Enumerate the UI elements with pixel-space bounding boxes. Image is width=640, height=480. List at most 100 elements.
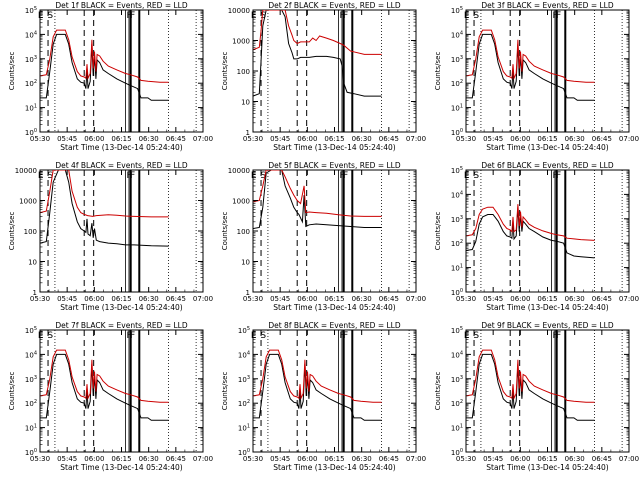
x-tick-label: 06:30 [565, 295, 585, 303]
series-line-lld [40, 349, 169, 403]
series-line-events [253, 170, 382, 230]
marker-label-F: F [553, 331, 558, 341]
x-tick-label: 06:30 [352, 295, 372, 303]
chart-title: Det 1f BLACK = Events, RED = LLD [55, 1, 188, 10]
y-tick-label: 103 [25, 375, 37, 384]
y-tick-label: 100 [238, 448, 250, 457]
x-tick-label: 05:45 [57, 455, 77, 463]
marker-label-F: F [130, 171, 135, 181]
y-axis-label: Counts/sec [8, 212, 16, 251]
plot-frame [39, 9, 204, 133]
y-tick-label: 105 [238, 326, 250, 335]
x-tick-label: 07:00 [193, 455, 213, 463]
series-line-events [466, 33, 595, 101]
x-tick-label: 05:30 [456, 455, 476, 463]
x-tick-label: 06:00 [84, 135, 104, 143]
x-tick-label: 05:45 [270, 455, 290, 463]
x-tick-label: 06:45 [592, 455, 612, 463]
y-tick-label: 100 [25, 448, 37, 457]
x-axis-label: Start Time (13-Dec-14 05:24:40) [486, 303, 608, 312]
y-tick-label: 102 [238, 399, 250, 408]
y-tick-label: 100 [237, 68, 250, 76]
series-line-lld [253, 170, 382, 217]
marker-label-S: S [260, 11, 266, 21]
y-axis-label: Counts/sec [434, 212, 442, 251]
marker-label-S: S [47, 11, 53, 21]
marker-label-E: E [38, 171, 44, 181]
y-tick-label: 101 [25, 424, 37, 433]
x-tick-label: 06:45 [166, 295, 186, 303]
y-tick-label: 102 [25, 399, 37, 408]
x-tick-label: 07:00 [619, 455, 639, 463]
x-tick-label: 06:15 [111, 295, 131, 303]
x-tick-label: 05:30 [456, 135, 476, 143]
marker-label-F: F [127, 171, 132, 181]
x-tick-label: 05:30 [30, 295, 50, 303]
marker-label-F: F [127, 331, 132, 341]
plot-frame [465, 9, 630, 133]
x-tick-label: 06:00 [297, 135, 317, 143]
x-tick-label: 06:15 [111, 455, 131, 463]
chart-title: Det 8f BLACK = Events, RED = LLD [268, 321, 401, 330]
y-tick-label: 100 [24, 228, 37, 236]
x-axis-label: Start Time (13-Dec-14 05:24:40) [273, 463, 395, 472]
y-tick-label: 100 [25, 128, 37, 137]
y-tick-label: 101 [238, 424, 250, 433]
marker-label-F: F [340, 171, 345, 181]
y-tick-label: 10 [241, 259, 250, 267]
x-tick-label: 05:45 [270, 295, 290, 303]
x-tick-label: 06:00 [84, 295, 104, 303]
y-tick-label: 105 [25, 326, 37, 335]
y-tick-label: 101 [451, 264, 463, 273]
series-line-lld [40, 170, 169, 218]
marker-label-F: F [343, 11, 348, 21]
y-tick-label: 1 [33, 289, 37, 297]
x-tick-label: 06:15 [537, 455, 557, 463]
x-tick-label: 06:15 [324, 135, 344, 143]
marker-label-F: F [553, 11, 558, 21]
x-tick-label: 06:45 [592, 295, 612, 303]
marker-label-F: F [340, 11, 345, 21]
chart-title: Det 9f BLACK = Events, RED = LLD [481, 321, 614, 330]
marker-label-S: S [47, 171, 53, 181]
marker-label-E: E [464, 331, 470, 341]
x-tick-label: 06:30 [352, 455, 372, 463]
series-line-lld [253, 10, 382, 55]
y-tick-label: 104 [451, 190, 463, 199]
marker-label-F: F [343, 171, 348, 181]
y-tick-label: 104 [25, 350, 37, 359]
x-tick-label: 06:45 [166, 135, 186, 143]
x-tick-label: 07:00 [619, 295, 639, 303]
x-tick-label: 07:00 [193, 295, 213, 303]
y-axis-label: Counts/sec [221, 372, 229, 411]
y-tick-label: 104 [25, 30, 37, 39]
x-tick-label: 06:30 [352, 135, 372, 143]
x-tick-label: 05:45 [483, 295, 503, 303]
x-tick-label: 07:00 [193, 135, 213, 143]
x-axis-label: Start Time (13-Dec-14 05:24:40) [273, 303, 395, 312]
y-tick-label: 101 [451, 424, 463, 433]
y-axis-label: Counts/sec [221, 212, 229, 251]
plot-frame [465, 329, 630, 453]
x-axis-label: Start Time (13-Dec-14 05:24:40) [60, 303, 182, 312]
chart-title: Det 3f BLACK = Events, RED = LLD [481, 1, 614, 10]
y-tick-label: 10000 [228, 167, 250, 175]
y-tick-label: 10000 [15, 167, 37, 175]
y-tick-label: 102 [451, 79, 463, 88]
marker-label-E: E [38, 11, 44, 21]
x-tick-label: 06:45 [592, 135, 612, 143]
x-tick-label: 07:00 [406, 135, 426, 143]
y-tick-label: 103 [238, 375, 250, 384]
marker-label-E: E [464, 11, 470, 21]
y-tick-label: 103 [451, 375, 463, 384]
y-tick-label: 102 [451, 239, 463, 248]
x-tick-label: 05:30 [243, 135, 263, 143]
y-tick-label: 103 [451, 215, 463, 224]
y-tick-label: 100 [237, 228, 250, 236]
marker-label-F: F [553, 171, 558, 181]
y-tick-label: 100 [451, 448, 463, 457]
